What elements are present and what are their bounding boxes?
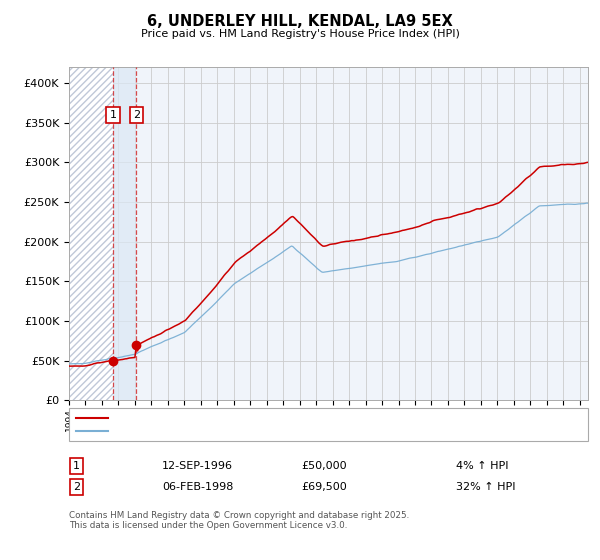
Text: 1: 1 (109, 110, 116, 120)
Text: £50,000: £50,000 (301, 461, 347, 471)
Bar (69, 67, 113, 400)
Text: 2: 2 (73, 482, 80, 492)
Text: 6, UNDERLEY HILL, KENDAL, LA9 5EX (semi-detached house): 6, UNDERLEY HILL, KENDAL, LA9 5EX (semi-… (114, 413, 412, 423)
Text: 12-SEP-1996: 12-SEP-1996 (162, 461, 233, 471)
Bar (113, 67, 136, 400)
Text: Contains HM Land Registry data © Crown copyright and database right 2025.
This d: Contains HM Land Registry data © Crown c… (69, 511, 409, 530)
Text: 06-FEB-1998: 06-FEB-1998 (162, 482, 233, 492)
Text: 1: 1 (73, 461, 80, 471)
Text: 6, UNDERLEY HILL, KENDAL, LA9 5EX: 6, UNDERLEY HILL, KENDAL, LA9 5EX (147, 14, 453, 29)
Text: Price paid vs. HM Land Registry's House Price Index (HPI): Price paid vs. HM Land Registry's House … (140, 29, 460, 39)
Text: 32% ↑ HPI: 32% ↑ HPI (456, 482, 515, 492)
Text: HPI: Average price, semi-detached house, Westmorland and Furness: HPI: Average price, semi-detached house,… (114, 426, 449, 436)
Text: £69,500: £69,500 (301, 482, 347, 492)
Text: 4% ↑ HPI: 4% ↑ HPI (456, 461, 509, 471)
Text: 2: 2 (133, 110, 140, 120)
